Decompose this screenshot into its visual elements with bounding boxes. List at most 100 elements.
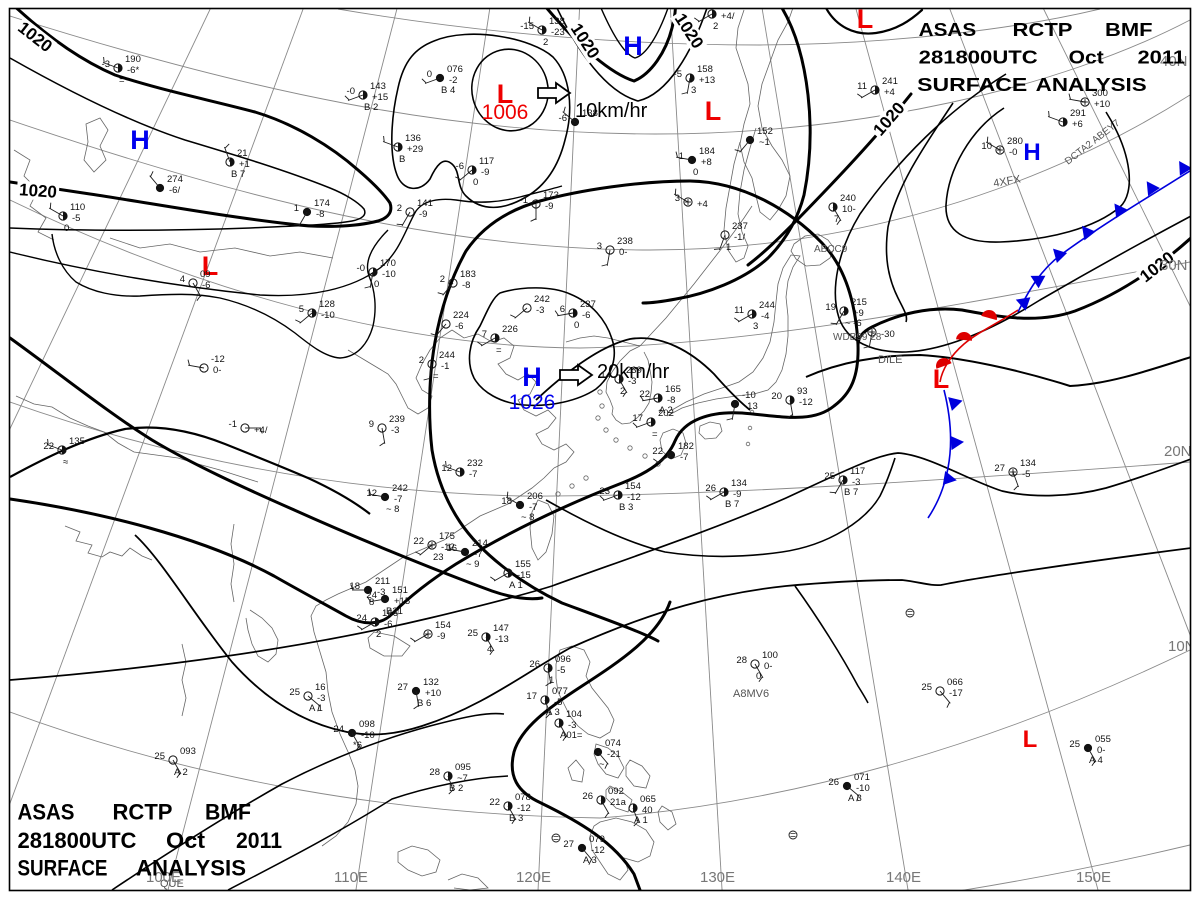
svg-text:074: 074 — [605, 738, 621, 749]
svg-text:A 3: A 3 — [583, 855, 597, 866]
svg-text:104: 104 — [566, 709, 582, 720]
svg-text:150E: 150E — [1076, 869, 1111, 886]
svg-text:-3: -3 — [102, 59, 110, 70]
svg-text:0: 0 — [693, 167, 698, 178]
svg-text:18: 18 — [501, 496, 512, 507]
svg-text:-1/: -1/ — [734, 232, 745, 243]
svg-text:-7: -7 — [469, 469, 477, 480]
svg-text:DILE: DILE — [878, 354, 902, 366]
svg-text:B: B — [399, 154, 405, 165]
svg-text:10km/hr: 10km/hr — [575, 100, 648, 122]
svg-text:211: 211 — [375, 576, 390, 587]
svg-text:174: 174 — [314, 198, 330, 209]
svg-text:+15: +15 — [372, 92, 388, 103]
svg-text:~: ~ — [599, 759, 605, 770]
svg-text:14: 14 — [600, 370, 611, 381]
svg-text:4: 4 — [487, 644, 492, 655]
svg-text:239: 239 — [626, 365, 642, 376]
svg-text:244: 244 — [439, 350, 455, 361]
svg-text:40: 40 — [642, 805, 653, 816]
svg-text:L: L — [705, 96, 722, 126]
svg-text:12: 12 — [441, 463, 452, 474]
svg-text:26: 26 — [828, 777, 839, 788]
svg-text:2: 2 — [543, 37, 548, 48]
svg-text:+8: +8 — [701, 157, 712, 168]
svg-text:134: 134 — [1020, 458, 1036, 469]
svg-text:24: 24 — [356, 613, 367, 624]
svg-text:A 1: A 1 — [509, 580, 523, 591]
svg-text:183: 183 — [460, 269, 476, 280]
svg-text:=: = — [652, 429, 658, 440]
svg-text:+4/: +4/ — [721, 11, 735, 22]
svg-text:B 4: B 4 — [441, 85, 455, 96]
svg-text:190: 190 — [125, 54, 141, 65]
svg-text:22: 22 — [639, 389, 650, 400]
svg-text:-7: -7 — [529, 502, 537, 513]
svg-text:152: 152 — [757, 126, 773, 137]
svg-text:22: 22 — [43, 441, 54, 452]
svg-text:1: 1 — [726, 242, 731, 253]
svg-text:0: 0 — [374, 279, 379, 290]
svg-text:134: 134 — [731, 478, 747, 489]
svg-text:A 3: A 3 — [848, 793, 862, 804]
svg-text:A 2: A 2 — [659, 405, 673, 416]
svg-text:SURFACE: SURFACE — [18, 856, 108, 881]
svg-text:-0: -0 — [1009, 147, 1017, 158]
svg-text:27: 27 — [563, 839, 574, 850]
svg-text:09: 09 — [200, 269, 211, 280]
svg-text:078: 078 — [515, 792, 531, 803]
svg-text:B 7: B 7 — [844, 487, 858, 498]
svg-text:+1: +1 — [239, 159, 250, 170]
svg-text:H: H — [130, 125, 150, 155]
svg-text:-10: -10 — [856, 783, 870, 794]
svg-text:~ 8.: ~ 8. — [521, 512, 537, 523]
svg-text:ASAS: ASAS — [919, 19, 977, 40]
svg-text:226: 226 — [502, 324, 518, 335]
svg-text:~1: ~1 — [759, 137, 770, 148]
svg-text:A01=: A01= — [560, 730, 583, 741]
svg-text:~ 8: ~ 8 — [386, 504, 399, 515]
svg-text:=: = — [496, 345, 502, 356]
svg-text:+13: +13 — [699, 75, 715, 86]
svg-text:BMF: BMF — [205, 800, 251, 825]
svg-text:170: 170 — [380, 258, 396, 269]
svg-text:110E: 110E — [334, 869, 368, 886]
svg-text:40N: 40N — [1160, 53, 1188, 70]
svg-text:214: 214 — [472, 538, 488, 549]
svg-text:-3: -3 — [628, 376, 636, 387]
svg-text:-7: -7 — [394, 494, 402, 505]
svg-text:0: 0 — [574, 320, 579, 331]
svg-text:A 2: A 2 — [174, 767, 188, 778]
svg-text:146: 146 — [719, 0, 735, 11]
svg-text:4XFX: 4XFX — [992, 173, 1022, 190]
svg-text:A 1: A 1 — [634, 815, 648, 826]
svg-text:BMF: BMF — [1105, 19, 1153, 40]
svg-text:-0: -0 — [347, 86, 355, 97]
svg-text:~ 9: ~ 9 — [466, 559, 479, 570]
svg-text:175: 175 — [439, 531, 455, 542]
svg-text:QUE: QUE — [160, 878, 184, 890]
svg-text:-6*: -6* — [127, 65, 139, 76]
svg-text:2: 2 — [620, 386, 625, 397]
svg-text:26: 26 — [582, 791, 593, 802]
svg-text:-6: -6 — [384, 619, 392, 630]
svg-text:-6: -6 — [456, 161, 464, 172]
svg-text:-12: -12 — [591, 845, 605, 856]
svg-text:25: 25 — [921, 682, 932, 693]
svg-text:B 3: B 3 — [619, 502, 633, 513]
svg-text:-3: -3 — [391, 425, 399, 436]
svg-text:155: 155 — [515, 559, 531, 570]
svg-text:-6/: -6/ — [169, 185, 180, 196]
svg-text:237: 237 — [732, 221, 748, 232]
svg-text:Oct: Oct — [1069, 47, 1105, 68]
svg-text:27: 27 — [397, 682, 408, 693]
svg-text:ASAS: ASAS — [18, 800, 75, 825]
svg-text:+6: +6 — [1072, 119, 1083, 130]
svg-text:RCTP: RCTP — [1013, 19, 1073, 40]
svg-text:-2: -2 — [449, 75, 457, 86]
svg-text:27: 27 — [994, 463, 1005, 474]
svg-text:26: 26 — [705, 483, 716, 494]
svg-text:-8: -8 — [462, 280, 470, 291]
svg-text:300: 300 — [1092, 88, 1108, 99]
svg-text:30N: 30N — [1160, 257, 1188, 274]
